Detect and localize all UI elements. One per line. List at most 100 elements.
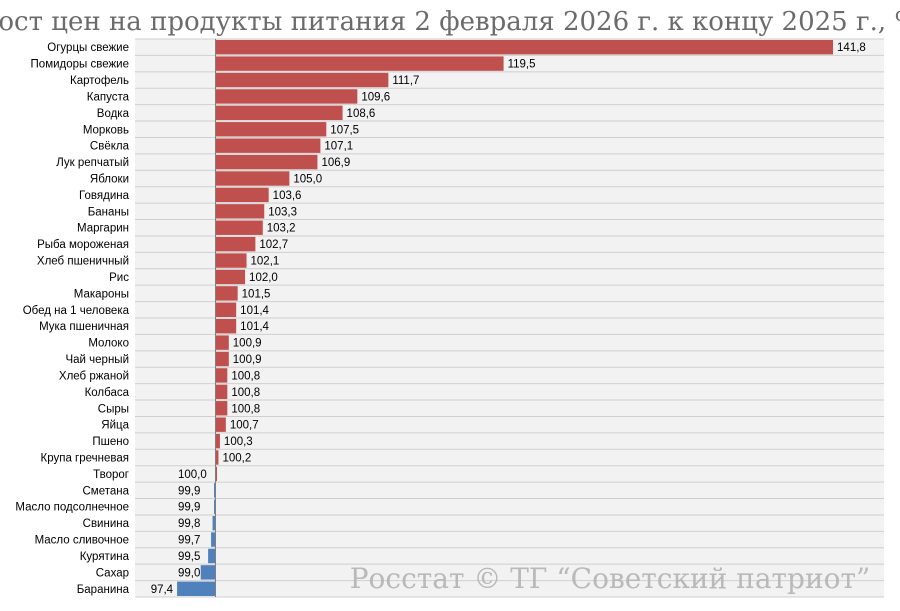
category-label: Рис [109,272,129,284]
bar [215,450,219,465]
data-label: 101,4 [240,321,269,333]
data-label: 99,7 [178,535,200,547]
data-label: 99,0 [178,567,200,579]
bar [215,466,217,482]
data-label: 99,9 [178,502,200,514]
data-label: 102,0 [249,272,278,284]
category-label: Водка [97,108,130,120]
category-label: Чай черный [65,354,129,366]
bar [215,122,327,137]
category-label: Рыба мороженая [37,239,129,251]
category-label: Бананы [88,206,129,218]
bar [215,236,256,252]
category-label: Помидоры свежие [31,59,129,71]
data-label: 100,7 [230,420,259,432]
data-label: 107,5 [330,124,359,136]
data-label: 141,8 [837,42,866,54]
category-label: Баранина [77,584,130,596]
data-label: 101,5 [242,288,271,300]
bar [215,171,290,186]
category-label: Мука пшеничная [39,321,129,333]
category-label: Колбаса [85,387,130,399]
data-label: 100,0 [178,469,207,481]
category-label: Пшено [92,436,129,448]
category-label: Макароны [74,288,129,300]
bar [215,417,226,432]
category-label: Курятина [80,551,130,563]
category-label: Сахар [96,567,129,579]
category-label: Масло сливочное [35,535,129,547]
category-label: Огурцы свежие [47,42,129,54]
bar [200,565,216,580]
data-label: 100,8 [231,403,260,415]
data-label: 109,6 [361,91,390,103]
data-label: 119,5 [508,59,536,71]
bar [212,515,216,531]
bar [215,89,358,104]
category-label: Свёкла [90,141,130,153]
bar [208,548,216,564]
data-label: 105,0 [293,174,322,186]
data-label: 100,8 [231,370,260,382]
bar [215,335,229,350]
data-label: 101,4 [240,305,269,317]
data-label: 108,6 [347,108,376,120]
data-label: 100,9 [233,338,262,350]
data-label: 100,8 [231,387,260,399]
bar [215,204,265,219]
data-label: 99,5 [178,551,200,563]
data-label: 100,9 [233,354,262,366]
category-label: Капуста [87,91,130,103]
category-label: Масло подсолнечное [15,502,129,514]
data-label: 111,7 [392,75,419,87]
data-label: 103,3 [268,206,297,218]
bar [215,220,263,235]
bar [177,581,216,596]
data-label: 100,2 [222,453,251,465]
category-label: Обед на 1 человека [23,305,130,317]
category-label: Молоко [88,338,129,350]
bar [215,72,389,88]
data-label: 106,9 [321,157,350,169]
data-label: 100,3 [224,436,253,448]
category-label: Яйца [101,420,129,432]
watermark-text: Росстат © ТГ “Советский патриот” [350,562,871,595]
category-label: Яблоки [90,174,129,186]
bar [215,105,343,121]
data-label: 102,1 [251,256,280,268]
bar [215,56,504,71]
bar [215,319,237,334]
chart-title: Рост цен на продукты питания 2 февраля 2… [0,7,900,37]
bar [215,302,237,317]
bar [215,253,247,268]
bar [214,499,216,514]
bar [211,532,216,547]
category-label: Свинина [83,518,130,530]
bar [215,384,228,400]
bar [214,483,216,498]
data-label: 99,9 [178,485,200,497]
bar [215,401,228,416]
bar [215,138,321,153]
category-label: Сметана [82,485,129,497]
bar [215,433,220,449]
bar [215,40,834,55]
bar [215,154,318,170]
category-label: Говядина [79,190,130,202]
data-label: 107,1 [324,141,353,153]
data-label: 102,7 [259,239,288,251]
plot-area: Огурцы свежие 141,8 Помидоры свежие 119,5 Ка… [15,38,884,598]
bar [215,368,228,383]
category-label: Сыры [98,403,129,415]
category-label: Хлеб пшеничный [37,256,129,268]
bar [215,286,238,301]
bar [215,187,269,203]
bar [215,269,246,285]
bar [215,351,229,367]
data-label: 103,6 [273,190,302,202]
data-label: 103,2 [267,223,296,235]
category-label: Маргарин [77,223,129,235]
category-label: Морковь [83,124,129,136]
category-label: Крупа гречневая [41,453,129,465]
